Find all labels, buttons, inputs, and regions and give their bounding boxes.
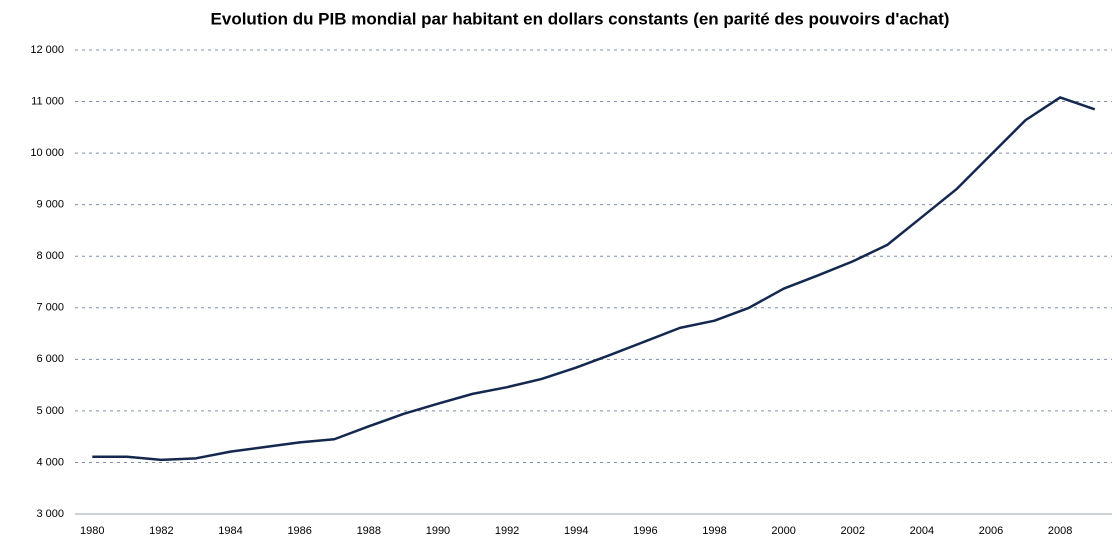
x-tick-label: 1998 <box>702 525 726 537</box>
x-tick-label: 1988 <box>357 525 381 537</box>
x-tick-label: 1994 <box>564 525 588 537</box>
y-tick-label: 5 000 <box>36 405 64 417</box>
x-tick-label: 2002 <box>841 525 865 537</box>
x-tick-label: 2008 <box>1048 525 1072 537</box>
y-tick-label: 10 000 <box>30 147 64 159</box>
x-tick-label: 1996 <box>633 525 657 537</box>
x-tick-label: 1982 <box>149 525 173 537</box>
y-tick-label: 11 000 <box>31 95 64 107</box>
y-tick-label: 4 000 <box>36 456 64 468</box>
x-tick-label: 1986 <box>287 525 311 537</box>
x-tick-label: 1990 <box>426 525 450 537</box>
x-tick-label: 1992 <box>495 525 519 537</box>
chart-title: Evolution du PIB mondial par habitant en… <box>211 9 950 28</box>
x-tick-label: 2006 <box>979 525 1003 537</box>
y-tick-label: 6 000 <box>36 353 64 365</box>
x-tick-label: 2004 <box>910 525 934 537</box>
x-tick-label: 2000 <box>771 525 795 537</box>
y-tick-label: 12 000 <box>30 44 64 56</box>
y-tick-label: 7 000 <box>36 302 64 314</box>
y-tick-label: 9 000 <box>36 199 64 211</box>
x-tick-label: 1980 <box>80 525 104 537</box>
y-tick-label: 3 000 <box>36 508 64 520</box>
y-tick-label: 8 000 <box>36 250 64 262</box>
x-tick-label: 1984 <box>218 525 242 537</box>
line <box>92 96 1096 462</box>
